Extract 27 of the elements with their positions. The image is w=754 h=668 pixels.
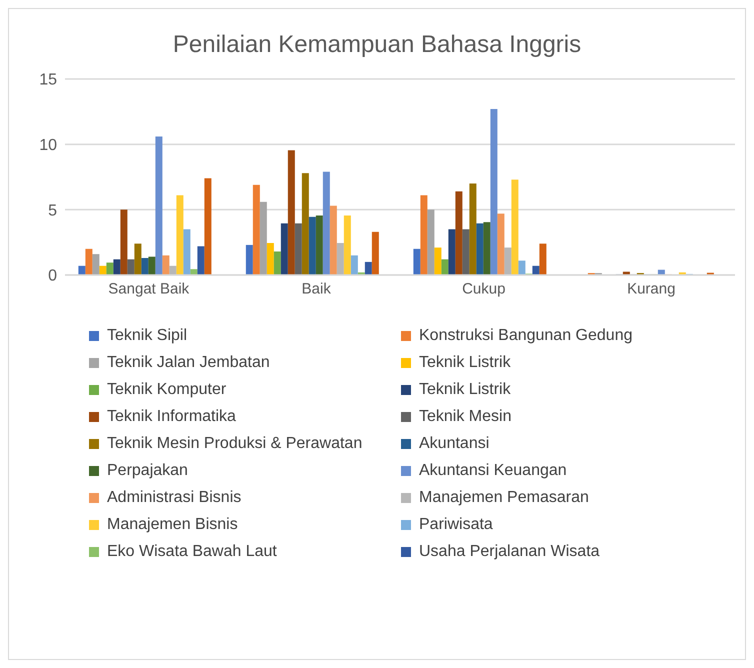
x-tick-label: Cukup [462,280,506,298]
chart-title: Penilaian Kemampuan Bahasa Inggris [172,30,582,60]
y-tick-label: 5 [48,202,58,220]
y-tick-label: 0 [48,268,58,285]
legend-label: Manajemen Bisnis [107,516,238,534]
legend-label: Perpajakan [107,462,188,480]
legend-label: Teknik Listrik [419,381,511,399]
legend-label: Teknik Mesin Produksi & Perawatan [107,435,362,453]
legend-label: Manajemen Pemasaran [419,489,589,507]
legend-label: Teknik Mesin [419,408,512,426]
legend-label: Akuntansi [419,435,490,453]
legend-label: Teknik Sipil [107,327,188,345]
legend-label: Akuntansi Keuangan [419,462,567,480]
legend-label: Teknik Jalan Jembatan [107,354,270,372]
legend-label: Administrasi Bisnis [107,489,242,507]
x-tick-label: Sangat Baik [108,280,190,298]
x-tick-label: Kurang [627,280,676,298]
legend-label: Teknik Informatika [107,408,236,426]
x-tick-label: Baik [302,280,332,298]
y-tick-label: 15 [39,72,58,89]
legend-label: Usaha Perjalanan Wisata [419,543,600,561]
legend-label: Eko Wisata Bawah Laut [107,543,277,561]
y-tick-label: 10 [39,137,58,154]
legend-label: Teknik Listrik [419,354,511,372]
legend-label: Pariwisata [419,516,493,534]
legend-label: Teknik Komputer [107,381,226,399]
legend-label: Konstruksi Bangunan Gedung [419,327,632,345]
